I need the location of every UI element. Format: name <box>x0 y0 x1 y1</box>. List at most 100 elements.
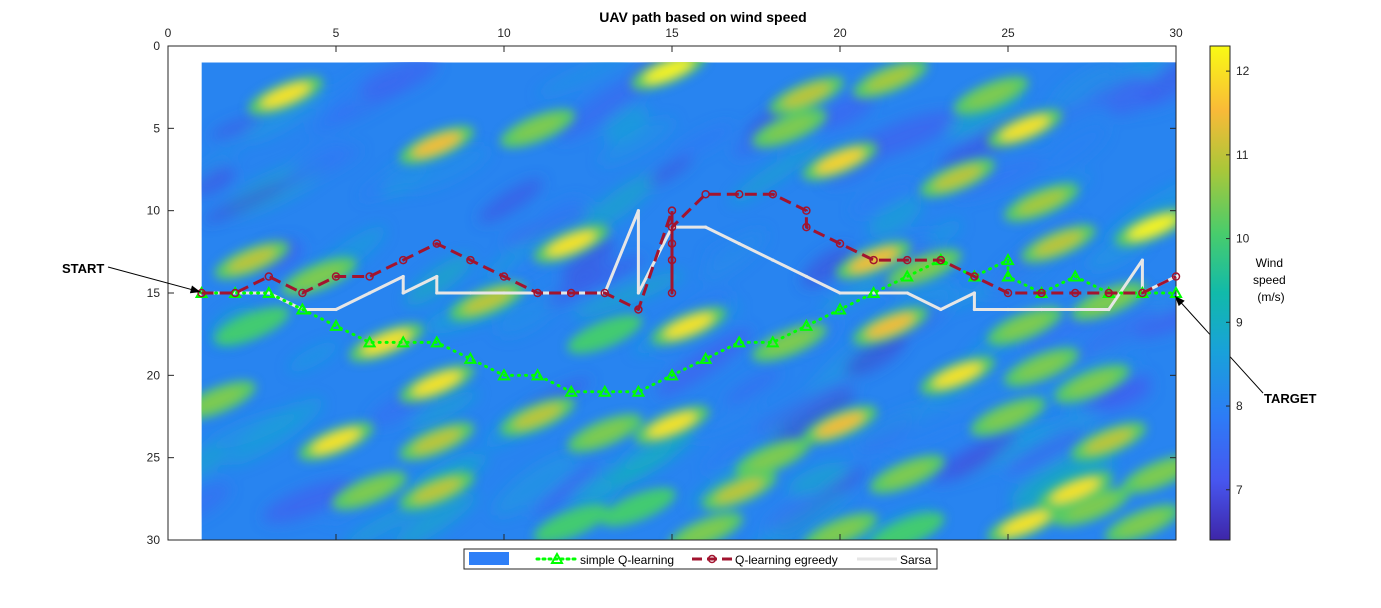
hotspot-core <box>1017 355 1066 379</box>
hotspot-core <box>412 133 462 157</box>
heatmap-patch <box>532 463 600 517</box>
colorbar-tick-label: 9 <box>1236 315 1243 329</box>
wind-hotspot <box>600 487 676 527</box>
data-point <box>264 272 274 281</box>
wind-hotspot <box>836 240 912 280</box>
data-point <box>636 209 641 213</box>
data-point <box>368 291 372 295</box>
heatmap-patch <box>288 341 339 373</box>
heatmap-patch <box>851 180 918 215</box>
target-label: TARGET <box>1264 391 1317 406</box>
data-point <box>771 258 775 262</box>
wind-hotspot <box>987 504 1063 540</box>
data-point <box>866 285 881 298</box>
x-tick-label: 5 <box>333 26 340 40</box>
data-point <box>636 291 641 295</box>
chart-title: UAV path based on wind speed <box>599 9 806 25</box>
data-point <box>766 335 780 348</box>
wind-hotspot <box>399 364 475 403</box>
colorbar-tick-label: 11 <box>1236 148 1249 162</box>
heatmap-patch <box>1132 303 1177 339</box>
wind-hotspot <box>752 109 828 148</box>
hotspot-core <box>1118 511 1167 536</box>
wind-hotspot <box>1121 454 1177 494</box>
wind-hotspot <box>920 158 996 197</box>
legend-marker-q-egreedy <box>707 554 717 564</box>
heatmap-patch <box>226 397 324 466</box>
heatmap-patch <box>690 402 762 440</box>
heatmap-patch <box>201 166 236 196</box>
hotspot-core <box>714 478 764 503</box>
data-point <box>564 384 578 397</box>
hotspot-core <box>664 314 714 338</box>
wind-hotspot <box>701 471 777 510</box>
data-point <box>737 242 741 246</box>
hotspot-core <box>1084 429 1134 453</box>
wind-hotspot <box>920 356 996 395</box>
wind-hotspot <box>852 306 928 346</box>
y-tick-label: 25 <box>147 451 161 465</box>
wind-hotspot <box>533 504 609 540</box>
colorbar-label-line-1: Wind <box>1256 256 1283 270</box>
wind-hotspot <box>752 323 828 362</box>
wind-hotspot <box>987 109 1063 148</box>
data-point <box>362 335 377 348</box>
y-tick-label: 0 <box>153 39 160 53</box>
wind-hotspot <box>567 314 643 354</box>
heatmap-patch <box>1039 124 1108 176</box>
heatmap-patch <box>672 122 735 161</box>
colorbar: 7 8 9 10 11 12 Wind speed (m/s) <box>1209 45 1289 541</box>
wind-hotspot <box>631 62 707 90</box>
heatmap-patch <box>611 433 693 487</box>
hotspot-core <box>644 62 693 83</box>
x-tick-label: 30 <box>1169 26 1183 40</box>
hotspot-core <box>1000 116 1050 141</box>
legend-label-sarsa: Sarsa <box>900 553 932 567</box>
wind-hotspot <box>500 109 576 148</box>
heatmap-patch <box>569 479 618 514</box>
hotspot-core <box>815 520 865 540</box>
colorbar-tick-label: 12 <box>1236 64 1250 78</box>
hotspot-core <box>1067 371 1117 396</box>
heatmap-patch <box>320 66 385 110</box>
heatmap-patch <box>391 492 477 540</box>
data-point <box>936 255 946 265</box>
hotspot-core <box>462 289 512 313</box>
data-point <box>1104 288 1114 298</box>
data-point <box>667 255 677 265</box>
data-point <box>667 288 677 298</box>
heatmap-patch <box>201 482 231 522</box>
wind-hotspot <box>1004 183 1080 222</box>
heatmap-patch <box>405 255 472 306</box>
heatmap-patch <box>849 395 950 446</box>
hotspot-core <box>1128 215 1177 239</box>
hotspot-core <box>882 520 932 540</box>
data-point <box>900 269 914 282</box>
data-point <box>1068 269 1082 282</box>
heatmap-patch <box>358 62 439 100</box>
data-point <box>972 307 977 312</box>
hotspot-core <box>227 248 277 272</box>
heatmap-patch <box>557 71 652 141</box>
heatmap-patch <box>360 156 430 200</box>
series-line <box>201 192 1177 311</box>
data-point <box>262 285 276 298</box>
data-point <box>1001 269 1015 282</box>
colorbar-label: Wind speed (m/s) <box>1253 256 1289 304</box>
x-axis: 0 5 10 15 20 25 30 <box>165 26 1183 540</box>
data-point <box>802 222 811 232</box>
heatmap-patch <box>1141 62 1177 105</box>
heatmap-patch <box>538 198 585 228</box>
data-point <box>401 291 405 295</box>
wind-hotspot <box>852 62 928 99</box>
data-point <box>972 291 977 295</box>
heatmap-patch <box>916 220 963 251</box>
hotspot-core <box>412 478 462 503</box>
legend-label-simple-q: simple Q-learning <box>580 553 674 567</box>
colorbar-tick-label: 10 <box>1236 232 1250 246</box>
heatmap-patch <box>1089 74 1146 107</box>
path-series <box>194 189 1183 397</box>
y-axis: 0 5 10 15 20 25 30 <box>147 39 1176 547</box>
start-arrowhead <box>189 285 201 294</box>
wind-hotspot <box>668 512 744 540</box>
